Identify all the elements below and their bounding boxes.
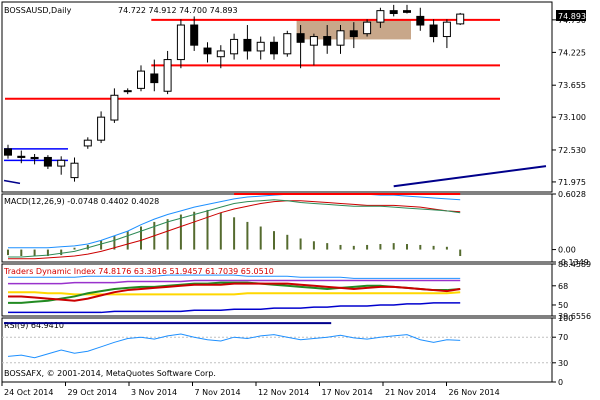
panel-frames: [1, 1, 553, 383]
macd-panel: MACD(12,26,9) -0.0748 0.4402 0.4028: [4, 193, 462, 260]
tdi-header: Traders Dynamic Index 74.8176 63.3816 51…: [3, 267, 274, 276]
tdi-tick-label-0: 88.4589: [558, 260, 591, 269]
price-tick-label-2: 73.655: [558, 81, 586, 90]
candle-body-26: [349, 30, 358, 38]
ohlc-header: 74.722 74.912 74.700 74.893: [118, 6, 238, 15]
candle-body-25: [336, 30, 345, 46]
rsi-tick-label-2: 30: [558, 359, 568, 368]
x-tick-label-0: 24 Oct 2014: [4, 388, 53, 397]
x-tick-label-2: 3 Nov 2014: [131, 388, 177, 397]
candle-body-1: [17, 155, 26, 158]
x-tick-label-6: 21 Nov 2014: [385, 388, 436, 397]
candle-body-23: [309, 36, 318, 46]
x-tick-label-3: 7 Nov 2014: [195, 388, 241, 397]
macd-tick-label-2: -0.1349: [558, 258, 589, 267]
candle-body-31: [416, 15, 425, 26]
candle-body-16: [216, 50, 225, 58]
candle-body-22: [296, 33, 305, 43]
candle-body-33: [442, 21, 451, 38]
price-panel: BOSSAUSD,Daily 74.722 74.912 74.700 74.8…: [3, 4, 547, 188]
tdi-frame: [1, 263, 553, 317]
tdi-tick-label-2: 50: [558, 301, 568, 310]
trend-line-3: [393, 165, 547, 188]
x-tick-label-5: 17 Nov 2014: [322, 388, 373, 397]
x-tick-label-4: 12 Nov 2014: [258, 388, 309, 397]
price-tick-label-3: 73.100: [558, 113, 586, 122]
macd-upper-band: [8, 193, 461, 249]
candle-body-4: [57, 159, 66, 167]
tdi-red-line: [8, 282, 461, 302]
candle-body-24: [323, 36, 332, 46]
candle-body-27: [363, 21, 372, 35]
candle-body-10: [137, 70, 145, 89]
candle-body-12: [163, 59, 172, 92]
rsi-tick-label-3: 0: [558, 378, 563, 387]
price-frame: [1, 1, 553, 193]
candle-body-6: [83, 139, 92, 147]
rsi-header: RSI(9) 64.9410: [4, 321, 64, 330]
price-tick-label-1: 74.225: [558, 48, 586, 57]
tdi-violet-line: [8, 279, 461, 285]
tdi-tick-label-3: 39.6556: [558, 312, 591, 321]
macd-lower-band: [8, 200, 461, 260]
candle-body-30: [403, 10, 411, 13]
last-price-badge: 74.893: [556, 10, 586, 21]
x-tick-label-1: 29 Oct 2014: [68, 388, 117, 397]
tdi-upper-band: [8, 274, 461, 279]
macd-tick-label-1: 0.00: [558, 246, 576, 255]
macd-signal-line: [8, 199, 461, 258]
trend-line-2: [3, 179, 21, 185]
candle-body-20: [270, 41, 278, 55]
candle-body-21: [283, 33, 292, 55]
price-tick-label-4: 72.530: [558, 146, 586, 155]
symbol-header: BOSSAUSD,Daily: [4, 6, 72, 15]
tdi-lower-band: [8, 302, 461, 314]
candle-body-3: [43, 156, 52, 167]
copyright-text: BOSSAFX, © 2001-2014, MetaQuotes Softwar…: [4, 369, 216, 378]
macd-tick-label-0: 0.6028: [558, 190, 586, 199]
price-tick-label-5: 71.975: [558, 178, 586, 187]
horizontal-levels: [5, 18, 500, 100]
candle-body-9: [123, 90, 132, 93]
candle-body-19: [256, 41, 265, 52]
candle-body-7: [97, 116, 106, 141]
last-price-badge-text: 74.893: [558, 12, 586, 21]
candle-body-29: [389, 10, 398, 15]
candle-body-0: [4, 148, 12, 156]
candle-body-14: [190, 24, 199, 46]
candle-body-8: [110, 94, 119, 121]
rsi-tick-label-1: 70: [558, 333, 568, 342]
x-tick-label-7: 26 Nov 2014: [449, 388, 500, 397]
candle-body-17: [230, 38, 239, 55]
rsi-line: [7, 333, 461, 359]
candle-body-5: [70, 162, 79, 179]
candle-body-28: [376, 10, 385, 23]
candle-body-32: [429, 24, 438, 38]
macd-header: MACD(12,26,9) -0.0748 0.4402 0.4028: [4, 197, 159, 206]
candle-body-18: [243, 38, 252, 52]
tdi-panel: Traders Dynamic Index 74.8176 63.3816 51…: [3, 267, 461, 314]
candle-body-34: [456, 13, 465, 25]
rsi-panel: RSI(9) 64.9410 BOSSAFX, © 2001-2014, Met…: [2, 321, 552, 378]
rsi-tick-label-0: 100: [558, 314, 573, 323]
tdi-tick-label-1: 68: [558, 282, 568, 291]
last-price-badge-bg: [556, 10, 586, 21]
candle-body-11: [150, 73, 159, 84]
rsi-frame: [1, 317, 553, 383]
candle-body-15: [203, 47, 212, 55]
candle-body-2: [30, 156, 39, 160]
candles: [4, 4, 465, 182]
candle-body-13: [176, 24, 185, 61]
